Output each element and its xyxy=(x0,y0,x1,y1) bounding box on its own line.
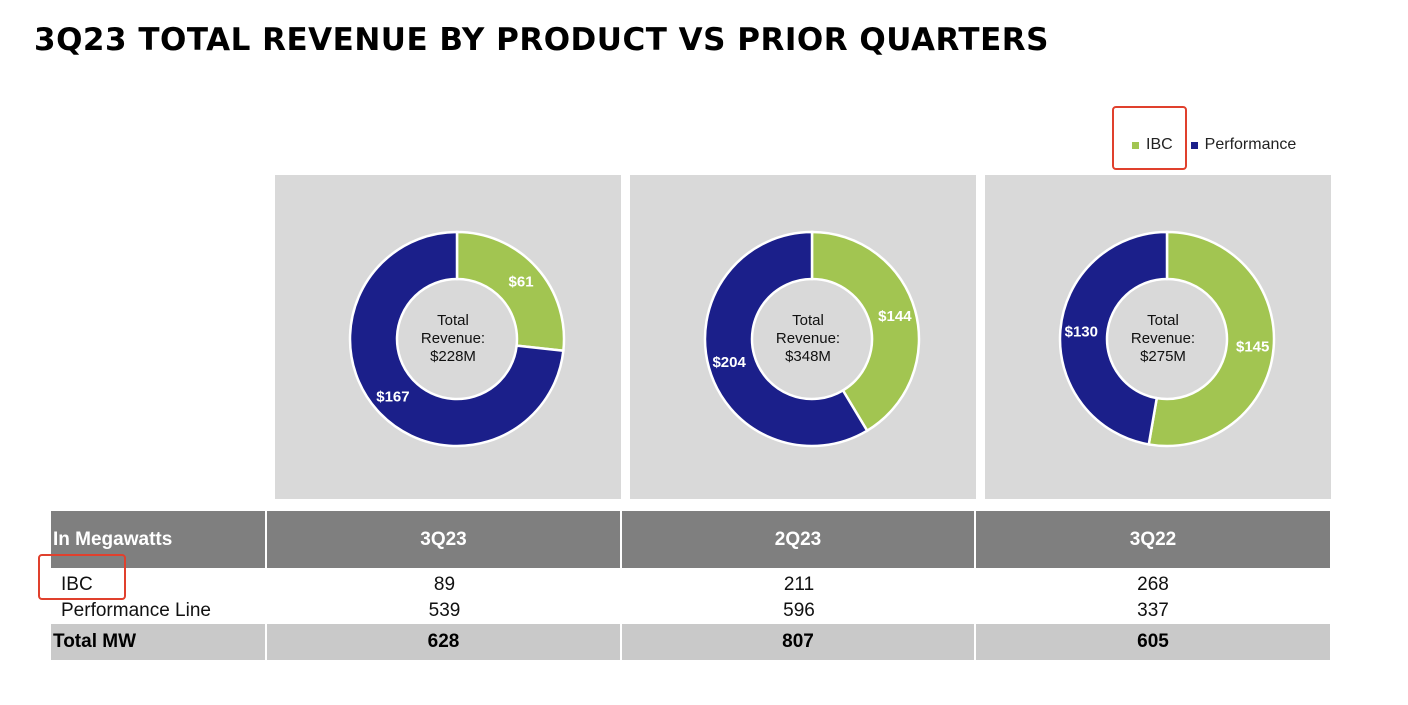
slice-value-label-performance: $167 xyxy=(376,388,409,405)
table-header-cell: 3Q23 xyxy=(267,511,622,568)
donut-slice-performance xyxy=(703,230,869,448)
page-title: 3Q23 TOTAL REVENUE BY PRODUCT VS PRIOR Q… xyxy=(34,22,1049,58)
table-cell: 211 xyxy=(783,574,815,595)
donut-slice-performance xyxy=(1058,230,1169,446)
donut-center-label: Revenue: xyxy=(776,330,840,347)
donut-center-label: Total xyxy=(792,312,824,329)
table-row-ibc: IBC 89 211 268 xyxy=(51,568,1330,598)
table-total-row: Total MW 628 807 605 xyxy=(51,624,1330,660)
slice-value-label-ibc: $145 xyxy=(1236,338,1269,355)
megawatts-table: In Megawatts 3Q23 2Q23 3Q22 IBC 89 211 2… xyxy=(51,511,1330,660)
donut-slice-performance xyxy=(348,230,565,448)
table-row-label: Performance Line xyxy=(61,600,211,621)
donut-center-label: Total xyxy=(437,312,469,329)
table-row-label: Total MW xyxy=(51,624,267,660)
donut-center-label: Revenue: xyxy=(1131,330,1195,347)
donut-center-label: Total xyxy=(1147,312,1179,329)
legend-label-ibc: IBC xyxy=(1146,136,1173,153)
table-header-cell: 3Q22 xyxy=(976,511,1330,568)
donut-panel-2q23: $144 $204 Total Revenue: $348M xyxy=(630,175,976,499)
table-row-performance-line: Performance Line 539 596 337 xyxy=(51,598,1330,624)
legend-label-performance: Performance xyxy=(1204,136,1297,153)
donut-panel-3q23: $61 $167 Total Revenue: $228M xyxy=(275,175,621,499)
table-cell: 539 xyxy=(428,600,461,621)
table-header-cell: 2Q23 xyxy=(622,511,976,568)
table-cell: 89 xyxy=(433,574,456,595)
donut-center-label: $275M xyxy=(1140,348,1186,365)
donut-panel-3q22: $145 $130 Total Revenue: $275M xyxy=(985,175,1331,499)
table-cell: 268 xyxy=(1137,574,1169,595)
slice-value-label-performance: $130 xyxy=(1065,324,1098,341)
chart-legend: IBC Performance xyxy=(1132,136,1296,154)
table-row-label: IBC xyxy=(61,574,93,595)
donut-center-label: Revenue: xyxy=(421,330,485,347)
legend-item-ibc: IBC xyxy=(1132,136,1173,154)
table-cell: 605 xyxy=(976,624,1330,660)
donut-slice-ibc xyxy=(810,230,921,433)
donut-center-label: $348M xyxy=(785,348,831,365)
slice-value-label-performance: $204 xyxy=(712,354,746,371)
legend-swatch-ibc xyxy=(1132,141,1139,149)
slice-value-label-ibc: $61 xyxy=(509,274,534,291)
table-cell: 337 xyxy=(1137,600,1169,621)
table-cell: 628 xyxy=(267,624,622,660)
slice-value-label-ibc: $144 xyxy=(878,308,912,325)
table-header-cell: In Megawatts xyxy=(51,511,267,568)
donut-slice-ibc xyxy=(1147,230,1276,448)
table-cell: 807 xyxy=(622,624,976,660)
donut-center-label: $228M xyxy=(430,348,476,365)
legend-item-performance: Performance xyxy=(1190,136,1297,154)
table-header-row: In Megawatts 3Q23 2Q23 3Q22 xyxy=(51,511,1330,568)
table-cell: 596 xyxy=(783,600,815,621)
legend-swatch-performance xyxy=(1190,141,1198,149)
donut-slice-ibc xyxy=(455,230,566,353)
